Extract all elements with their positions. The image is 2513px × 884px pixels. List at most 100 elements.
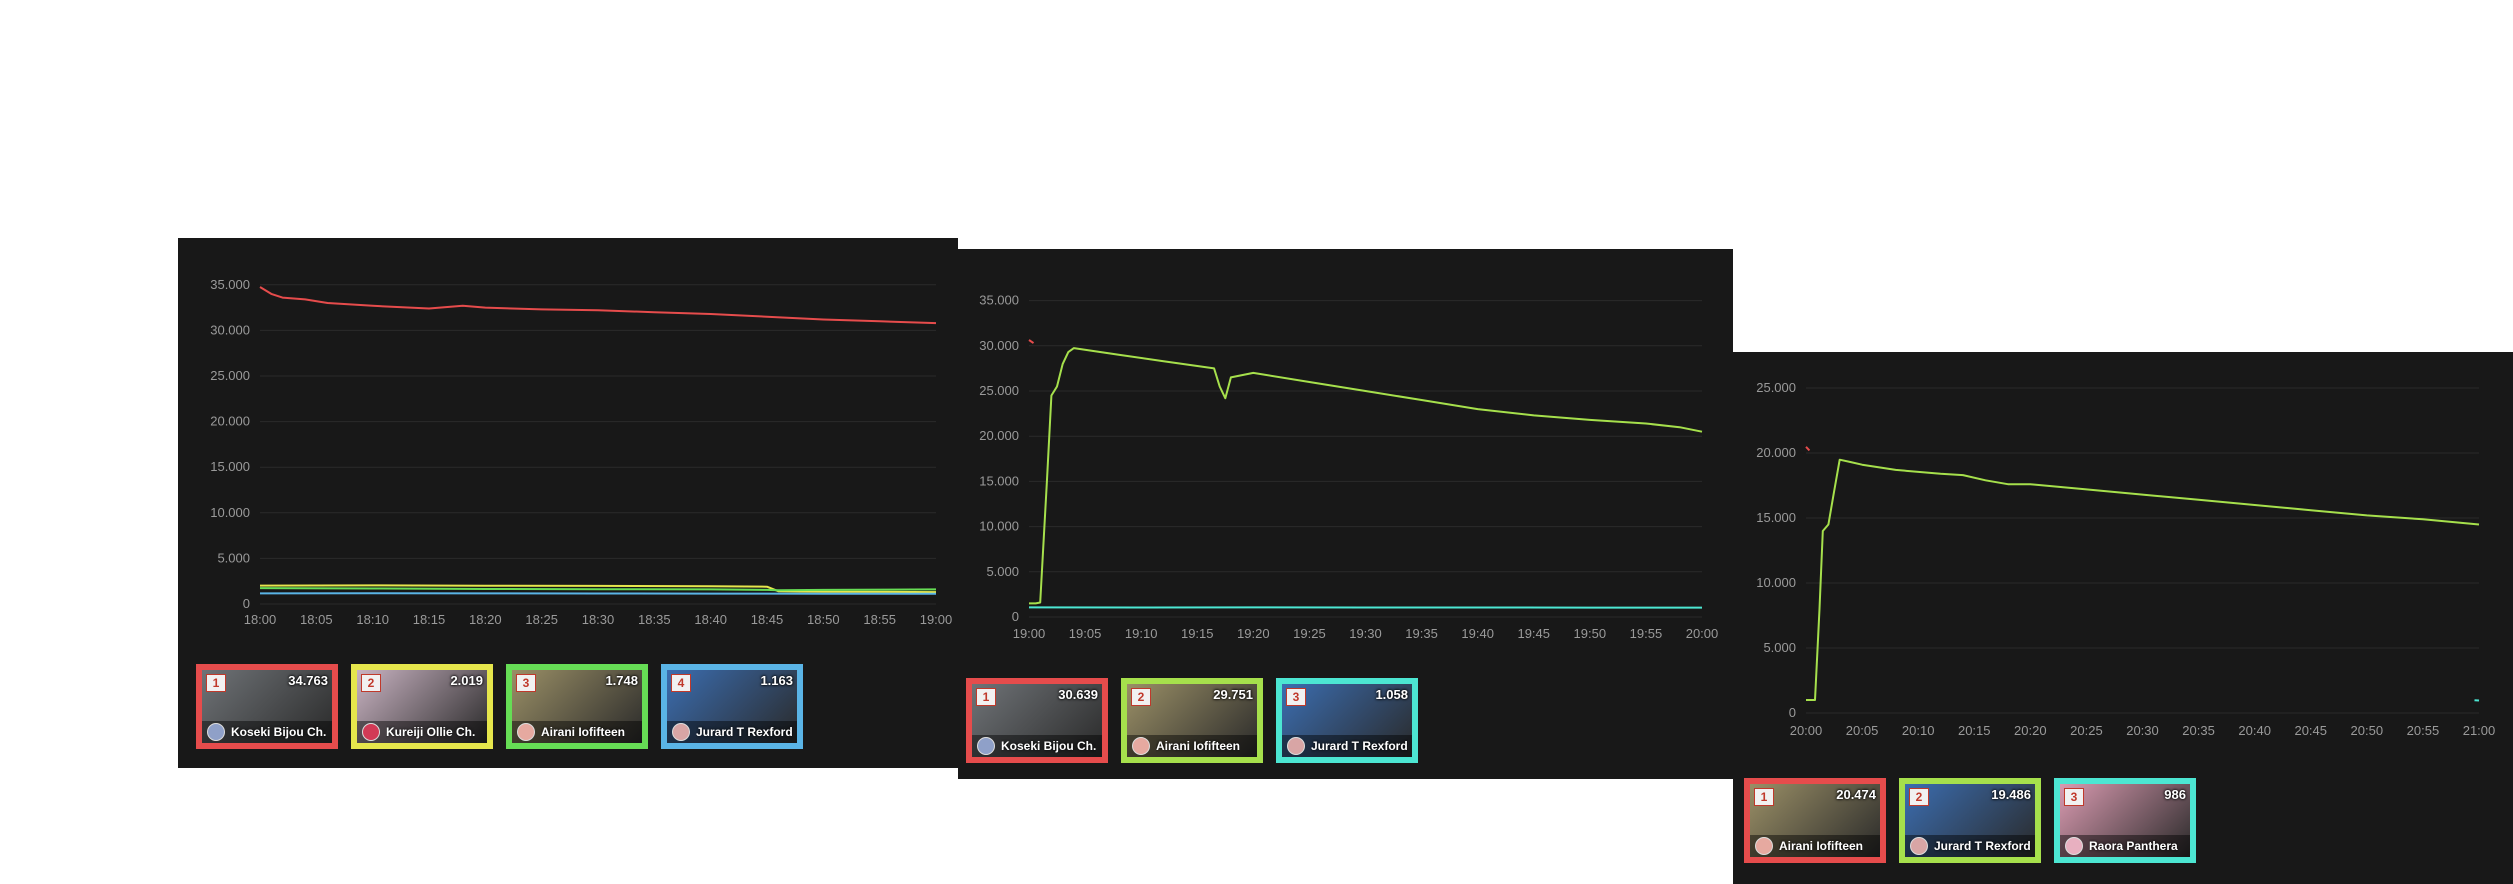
viewer-count: 1.058: [1375, 687, 1408, 702]
channel-name: Airani Iofifteen: [1779, 839, 1864, 853]
channel-name: Jurard T Rexford: [1311, 739, 1408, 753]
channel-card[interactable]: 1 30.639 Koseki Bijou Ch.: [966, 678, 1108, 763]
y-tick-label: 20.000: [210, 414, 250, 429]
x-tick-label: 20:00: [1790, 723, 1823, 738]
y-tick-label: 20.000: [1756, 445, 1796, 460]
x-tick-label: 20:30: [2126, 723, 2159, 738]
viewer-count: 1.748: [605, 673, 638, 688]
channel-name-bar: Jurard T Rexford: [1905, 835, 2035, 857]
y-tick-label: 10.000: [1756, 575, 1796, 590]
y-tick-label: 35.000: [979, 293, 1019, 308]
x-tick-label: 18:05: [300, 612, 333, 627]
y-tick-label: 5.000: [1763, 640, 1796, 655]
series-line-2: [259, 584, 937, 594]
channel-name: Koseki Bijou Ch.: [1001, 739, 1097, 753]
y-tick-label: 25.000: [1756, 380, 1796, 395]
channel-name-bar: Airani Iofifteen: [1750, 835, 1880, 857]
rank-badge: 3: [516, 674, 536, 692]
x-tick-label: 18:10: [356, 612, 389, 627]
rank-badge: 1: [976, 688, 996, 706]
viewer-count: 29.751: [1213, 687, 1253, 702]
y-tick-label: 35.000: [210, 277, 250, 292]
x-tick-label: 19:15: [1181, 626, 1214, 641]
channel-name: Jurard T Rexford: [696, 725, 793, 739]
channel-card[interactable]: 2 19.486 Jurard T Rexford: [1899, 778, 2041, 863]
channel-name: Airani Iofifteen: [1156, 739, 1241, 753]
x-tick-label: 18:40: [694, 612, 727, 627]
channel-card[interactable]: 1 20.474 Airani Iofifteen: [1744, 778, 1886, 863]
channel-card[interactable]: 4 1.163 Jurard T Rexford: [661, 664, 803, 749]
rank-badge: 2: [1131, 688, 1151, 706]
x-tick-label: 18:45: [751, 612, 784, 627]
viewer-count: 986: [2164, 787, 2186, 802]
channel-name-bar: Koseki Bijou Ch.: [202, 721, 332, 743]
avatar: [977, 737, 995, 755]
channel-card[interactable]: 3 986 Raora Panthera: [2054, 778, 2196, 863]
legend-cards-1: 1 34.763 Koseki Bijou Ch. 2 2.019 Kureiji Oll…: [196, 664, 803, 749]
channel-card[interactable]: 3 1.748 Airani Iofifteen: [506, 664, 648, 749]
avatar: [517, 723, 535, 741]
rank-badge: 3: [2064, 788, 2084, 806]
avatar: [207, 723, 225, 741]
series-line-1: [259, 286, 937, 325]
y-tick-label: 30.000: [979, 338, 1019, 353]
chart-panel-3: 25.000 20.000 15.000 10.000 5.000 0 20:00 20:05…: [1733, 352, 2513, 884]
y-tick-label: 15.000: [210, 459, 250, 474]
x-tick-label: 19:50: [1574, 626, 1607, 641]
y-tick-label: 20.000: [979, 428, 1019, 443]
rank-badge: 1: [1754, 788, 1774, 806]
channel-card[interactable]: 3 1.058 Jurard T Rexford: [1276, 678, 1418, 763]
x-tick-label: 18:55: [863, 612, 896, 627]
channel-name-bar: Jurard T Rexford: [1282, 735, 1412, 757]
avatar: [1910, 837, 1928, 855]
x-tick-label: 19:05: [1069, 626, 1102, 641]
x-tick-label: 20:05: [1846, 723, 1879, 738]
x-tick-label: 19:25: [1293, 626, 1326, 641]
x-tick-label: 19:20: [1237, 626, 1270, 641]
channel-name: Kureiji Ollie Ch.: [386, 725, 476, 739]
channel-name: Raora Panthera: [2089, 839, 2178, 853]
x-tick-label: 19:55: [1630, 626, 1663, 641]
channel-name-bar: Raora Panthera: [2060, 835, 2190, 857]
channel-name-bar: Jurard T Rexford: [667, 721, 797, 743]
x-tick-label: 20:40: [2238, 723, 2271, 738]
rank-badge: 2: [361, 674, 381, 692]
x-tick-label: 18:25: [525, 612, 558, 627]
channel-card[interactable]: 1 34.763 Koseki Bijou Ch.: [196, 664, 338, 749]
y-tick-label: 25.000: [210, 368, 250, 383]
channel-card[interactable]: 2 29.751 Airani Iofifteen: [1121, 678, 1263, 763]
channel-card[interactable]: 2 2.019 Kureiji Ollie Ch.: [351, 664, 493, 749]
x-tick-label: 20:20: [2014, 723, 2047, 738]
y-tick-label: 0: [1789, 705, 1796, 720]
y-tick-label: 0: [243, 596, 250, 611]
x-tick-label: 20:55: [2407, 723, 2440, 738]
viewer-count: 1.163: [760, 673, 793, 688]
channel-name: Jurard T Rexford: [1934, 839, 2031, 853]
x-tick-label: 19:10: [1125, 626, 1158, 641]
legend-cards-2: 1 30.639 Koseki Bijou Ch. 2 29.751 Airani Iof…: [966, 678, 1418, 763]
x-tick-label: 18:15: [413, 612, 446, 627]
legend-cards-3: 1 20.474 Airani Iofifteen 2 19.486 Jurard T R…: [1744, 778, 2196, 863]
series-line-2: [1029, 347, 1703, 605]
y-tick-label: 10.000: [979, 519, 1019, 534]
series-line-1: [1028, 339, 1035, 344]
x-tick-label: 18:35: [638, 612, 671, 627]
viewer-count: 20.474: [1836, 787, 1876, 802]
channel-name: Koseki Bijou Ch.: [231, 725, 327, 739]
chart-2-svg: 35.000 30.000 25.000 20.000 15.000 10.000 5.00…: [979, 293, 1718, 641]
rank-badge: 1: [206, 674, 226, 692]
chart-3-svg: 25.000 20.000 15.000 10.000 5.000 0 20:00 20:05…: [1756, 380, 2495, 738]
series-line-1: [1805, 446, 1811, 452]
x-tick-label: 19:30: [1349, 626, 1382, 641]
x-tick-label: 19:00: [920, 612, 953, 627]
y-tick-label: 10.000: [210, 505, 250, 520]
viewer-count: 30.639: [1058, 687, 1098, 702]
rank-badge: 2: [1909, 788, 1929, 806]
viewer-count: 34.763: [288, 673, 328, 688]
x-tick-label: 19:45: [1517, 626, 1550, 641]
channel-name-bar: Airani Iofifteen: [512, 721, 642, 743]
avatar: [1755, 837, 1773, 855]
series-line-4: [259, 592, 937, 595]
x-tick-label: 20:25: [2070, 723, 2103, 738]
series-line-2: [1806, 458, 2480, 701]
